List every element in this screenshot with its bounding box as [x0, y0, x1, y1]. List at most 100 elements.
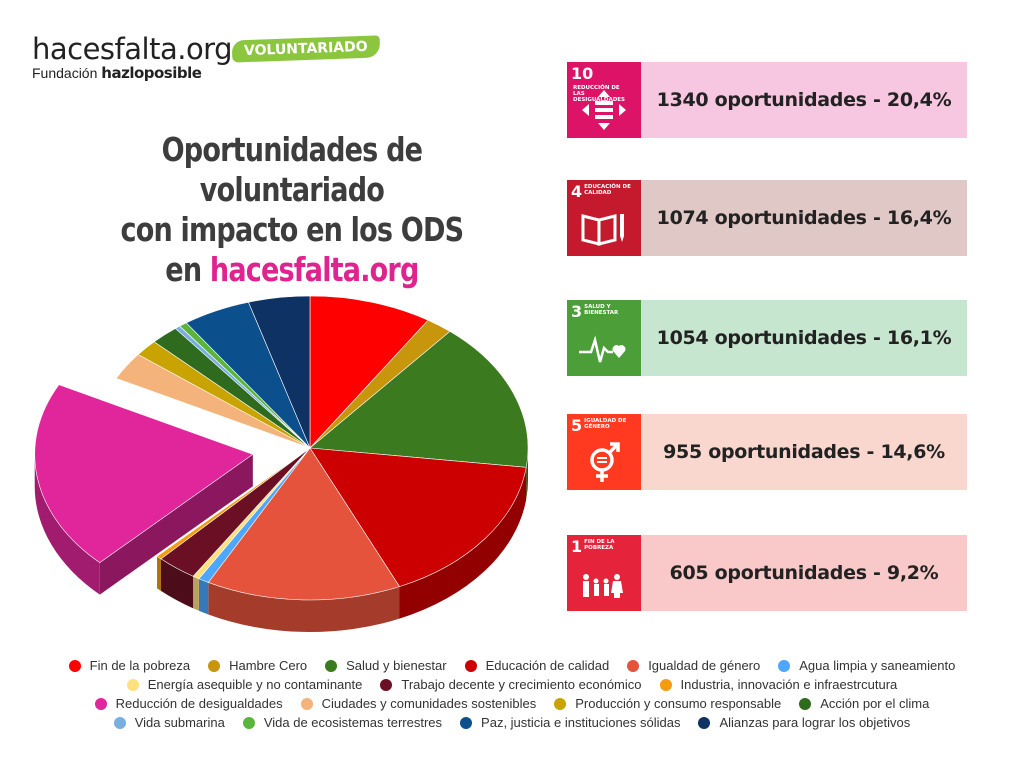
- legend-dot: [242, 716, 255, 729]
- pie-chart: [34, 295, 529, 632]
- ods-card-4: 4 Educación de calidad 1074 oportunidades…: [567, 180, 967, 256]
- pie-wall-reduccion-de-desigualdades-0: [99, 454, 253, 595]
- legend-label: Salud y bienestar: [346, 658, 447, 673]
- legend-dot: [68, 659, 81, 672]
- legend-item-vida-de-ecosistemas-terrestres: Vida de ecosistemas terrestres: [242, 715, 443, 730]
- legend-label: Energía asequible y no contaminante: [147, 677, 363, 692]
- legend-dot: [460, 716, 473, 729]
- book-pencil-icon: [581, 214, 624, 246]
- legend-row: Vida submarina Vida de ecosistemas terres…: [0, 713, 1024, 732]
- legend-label: Educación de calidad: [485, 658, 610, 673]
- ods-3-number: 3: [571, 302, 583, 321]
- legend-item-vida-submarina: Vida submarina: [113, 715, 225, 730]
- legend-item-educacion-de-calidad: Educación de calidad: [464, 658, 610, 673]
- legend-label: Hambre Cero: [229, 658, 308, 673]
- legend-item-ciudades-y-comunidades-sostenibles: Ciudades y comunidades sostenibles: [300, 696, 536, 711]
- legend-dot: [94, 697, 107, 710]
- legend-item-industria-innovacion-e-infraestrcutura: Industria, innovación e infraestrcutura: [659, 677, 898, 692]
- ods-10-number: 10: [571, 64, 594, 83]
- legend-dot: [659, 678, 672, 691]
- legend-dot: [208, 659, 221, 672]
- pie-slice-educacion-de-calidad: [309, 447, 527, 587]
- legend-item-salud-y-bienestar: Salud y bienestar: [325, 658, 447, 673]
- legend-label: Paz, justicia e instituciones sólidas: [481, 715, 681, 730]
- legend-label: Industria, innovación e infraestrcutura: [680, 677, 898, 692]
- ods-1-badge: 1 Fin de la pobreza: [567, 535, 641, 611]
- title-line-2: con impacto en los ODS: [120, 210, 465, 249]
- brand-logo[interactable]: hacesfalta.org Fundación hazloposible: [32, 34, 233, 82]
- title-line-3-accent: hacesfalta.org: [209, 250, 419, 289]
- legend-dot: [799, 697, 812, 710]
- legend-row: Fin de la pobreza Hambre Cero Salud y bien…: [0, 656, 1024, 675]
- brand-sub-prefix: Fundación: [32, 65, 98, 81]
- family-icon: [583, 574, 623, 598]
- heartbeat-icon: [579, 335, 626, 363]
- pie-side-reduccion-de-desigualdades: [34, 454, 100, 595]
- legend-label: Reducción de desigualdades: [115, 696, 283, 711]
- title-line-3-prefix: en: [165, 250, 202, 289]
- pie-tops: [34, 295, 529, 601]
- legend-dot: [300, 697, 313, 710]
- legend-dot: [325, 659, 338, 672]
- legend-item-agua-limpia-y-saneamiento: Agua limpia y saneamiento: [778, 658, 955, 673]
- pie-side-industria-innovacion-e-infraestrcutura: [157, 556, 161, 591]
- title-line-3: en hacesfalta.org: [79, 250, 505, 290]
- ods-1-number: 1: [571, 537, 583, 556]
- legend-item-trabajo-decente-y-crecimiento-economico: Trabajo decente y crecimiento económico: [380, 677, 642, 692]
- legend-label: Vida de ecosistemas terrestres: [263, 715, 443, 730]
- ods-4-label: Educación de calidad: [584, 184, 631, 196]
- ods-3-badge: 3 Salud y bienestar: [567, 300, 641, 376]
- pie-side-agua-limpia-y-saneamiento: [198, 578, 209, 615]
- legend-label: Alianzas para lograr los objetivos: [719, 715, 911, 730]
- legend-label: Producción y consumo responsable: [575, 696, 782, 711]
- ods-1-label: Fin de la pobreza: [584, 539, 615, 551]
- ods-4-badge: 4 Educación de calidad: [567, 180, 641, 256]
- pie-side-igualdad-de-genero: [208, 582, 400, 632]
- ods-10-label: Reducción de las desigualdades: [573, 85, 626, 103]
- legend-item-produccion-y-consumo-responsable: Producción y consumo responsable: [554, 696, 781, 711]
- pie-slice-salud-y-bienestar: [309, 331, 529, 468]
- gender-equality-icon: [590, 442, 620, 482]
- pie-slice-industria-innovacion-e-infraestrcutura: [156, 447, 311, 560]
- legend-item-hambre-cero: Hambre Cero: [208, 658, 307, 673]
- legend-item-reduccion-de-desigualdades: Reducción de desigualdades: [94, 696, 283, 711]
- ods-4-stat: 1074 oportunidades - 16,4%: [641, 180, 967, 256]
- ods-5-badge: 5 Igualdad de género: [567, 414, 641, 490]
- title-line-1: Oportunidades de voluntariado: [161, 130, 423, 209]
- legend-item-fin-de-la-pobreza: Fin de la pobreza: [68, 658, 191, 673]
- legend-label: Acción por el clima: [820, 696, 930, 711]
- legend-item-alianzas-para-lograr-los-objetivos: Alianzas para lograr los objetivos: [698, 715, 910, 730]
- page-title: Oportunidades de voluntariado con impact…: [79, 130, 505, 290]
- legend-dot: [126, 678, 139, 691]
- pie-side-salud-y-bienestar: [526, 448, 528, 500]
- ods-1-stat: 605 oportunidades - 9,2%: [641, 535, 967, 611]
- pie-slice-fin-de-la-pobreza: [309, 295, 429, 449]
- ods-3-stat: 1054 oportunidades - 16,1%: [641, 300, 967, 376]
- legend-dot: [627, 659, 640, 672]
- legend-label: Fin de la pobreza: [89, 658, 191, 673]
- legend-item-accion-por-el-clima: Acción por el clima: [799, 696, 929, 711]
- ods-5-label: Igualdad de género: [584, 418, 627, 430]
- legend-label: Agua limpia y saneamiento: [799, 658, 956, 673]
- ods-4-number: 4: [571, 182, 583, 201]
- voluntariado-badge: VOLUNTARIADO: [231, 35, 380, 63]
- pie-side-educacion-de-calidad: [399, 467, 527, 619]
- ods-3-label: Salud y bienestar: [584, 304, 619, 316]
- brand-sub-name: hazloposible: [101, 64, 202, 82]
- legend-dot: [698, 716, 711, 729]
- ods-card-10: 10 Reducción de las desigualdades 1340 op…: [567, 62, 967, 138]
- legend-dot: [778, 659, 791, 672]
- brand-foundation: Fundación hazloposible: [32, 64, 232, 82]
- ods-10-badge: 10 Reducción de las desigualdades: [567, 62, 641, 138]
- legend-row: Energía asequible y no contaminante Traba…: [0, 675, 1024, 694]
- pie-side-trabajo-decente-y-crecimiento-economico: [160, 558, 194, 609]
- ods-5-stat: 955 oportunidades - 14,6%: [641, 414, 967, 490]
- legend-dot: [464, 659, 477, 672]
- legend-label: Trabajo decente y crecimiento económico: [401, 677, 642, 692]
- pie-slice-alianzas-para-lograr-los-objetivos: [248, 295, 311, 449]
- ods-5-number: 5: [571, 416, 583, 435]
- ods-card-1: 1 Fin de la pobreza 605 oportunidades - 9…: [567, 535, 967, 611]
- legend-label: Igualdad de género: [648, 658, 761, 673]
- ods-10-stat: 1340 oportunidades - 20,4%: [641, 62, 967, 138]
- ods-card-5: 5 Igualdad de género 955 oportunidades - …: [567, 414, 967, 490]
